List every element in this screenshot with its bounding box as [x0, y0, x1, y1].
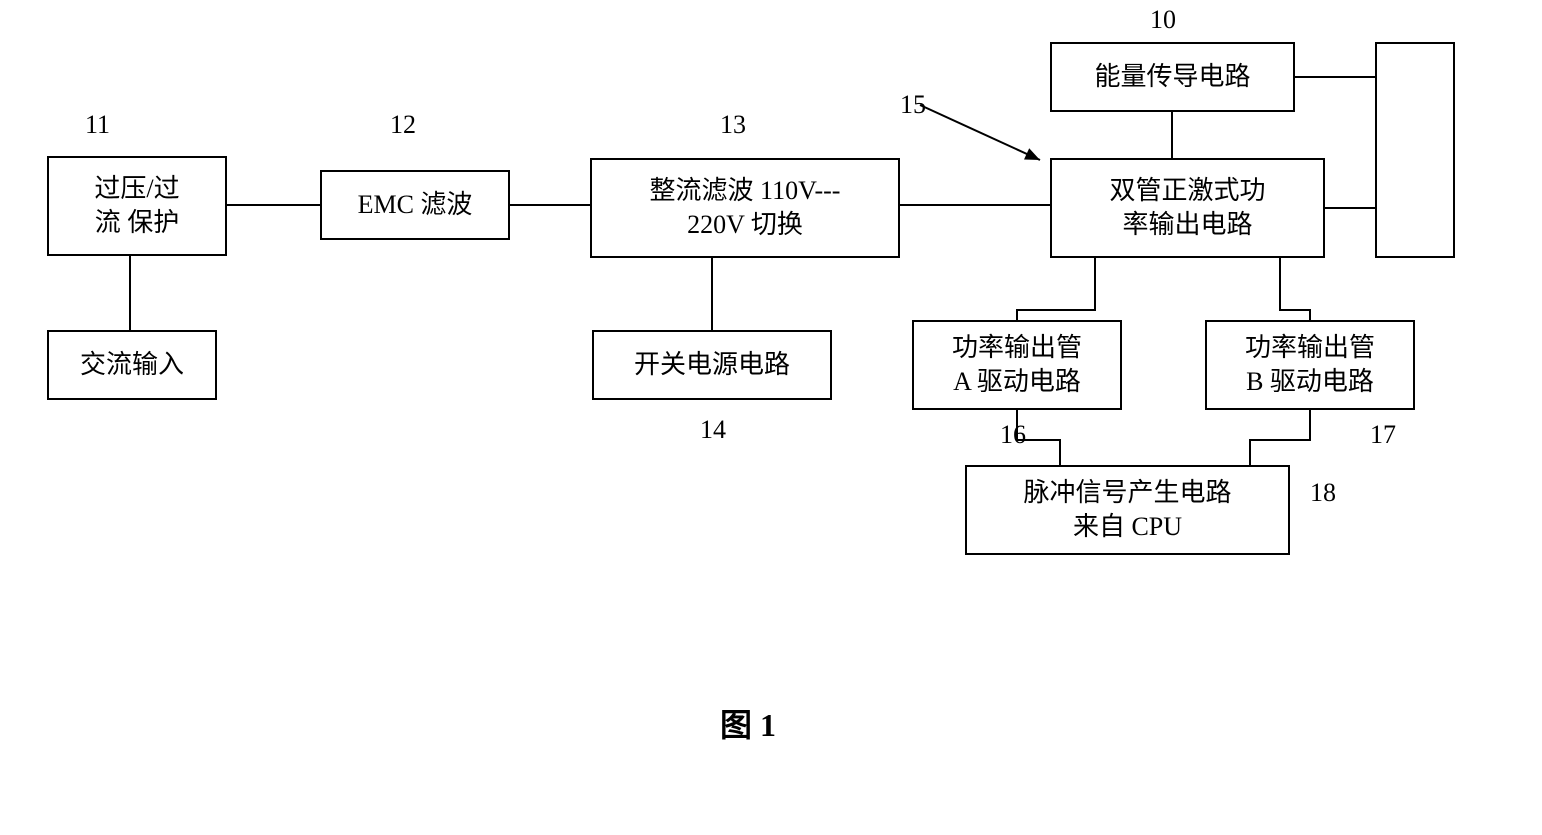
node-n11: 过压/过 流 保护	[47, 156, 227, 256]
edge-group	[130, 77, 1375, 465]
node-label: 功率输出管 A 驱动电路	[952, 331, 1082, 399]
edge	[1017, 258, 1095, 320]
node-label: 双管正激式功 率输出电路	[1109, 174, 1265, 242]
ref-label-r18: 18	[1310, 478, 1336, 508]
node-n16: 功率输出管 A 驱动电路	[912, 320, 1122, 410]
block-diagram: 过压/过 流 保护交流输入 EMC 滤波 整流滤波 110V--- 220V 切换开…	[0, 0, 1542, 835]
figure-label: 图 1	[720, 700, 776, 746]
node-n_out	[1375, 42, 1455, 258]
node-label: 过压/过 流 保护	[94, 172, 179, 240]
edge	[1250, 410, 1310, 465]
node-n_ac: 交流输入	[47, 330, 217, 400]
node-n12: EMC 滤波	[320, 170, 510, 240]
arrow-line	[920, 105, 1040, 160]
ref-label-r15: 15	[900, 90, 926, 120]
node-label: 整流滤波 110V--- 220V 切换	[650, 174, 841, 242]
ref-label-r16: 16	[1000, 420, 1026, 450]
node-n13: 整流滤波 110V--- 220V 切换	[590, 158, 900, 258]
edge	[1280, 258, 1310, 320]
node-label: 交流输入	[80, 348, 184, 382]
ref-label-r11: 11	[85, 110, 110, 140]
node-label: 开关电源电路	[634, 348, 790, 382]
node-label: 能量传导电路	[1094, 60, 1250, 94]
node-n14: 开关电源电路	[592, 330, 832, 400]
arrow-group	[920, 105, 1040, 160]
node-label: 功率输出管 B 驱动电路	[1245, 331, 1375, 399]
node-label: 脉冲信号产生电路 来自 CPU	[1023, 476, 1231, 544]
arrow-head	[1024, 148, 1040, 160]
node-n15: 双管正激式功 率输出电路	[1050, 158, 1325, 258]
ref-label-r14: 14	[700, 415, 726, 445]
node-label: EMC 滤波	[358, 188, 473, 222]
ref-label-r13: 13	[720, 110, 746, 140]
node-n10: 能量传导电路	[1050, 42, 1295, 112]
node-n17: 功率输出管 B 驱动电路	[1205, 320, 1415, 410]
node-n18: 脉冲信号产生电路 来自 CPU	[965, 465, 1290, 555]
ref-label-r10: 10	[1150, 5, 1176, 35]
ref-label-r17: 17	[1370, 420, 1396, 450]
ref-label-r12: 12	[390, 110, 416, 140]
